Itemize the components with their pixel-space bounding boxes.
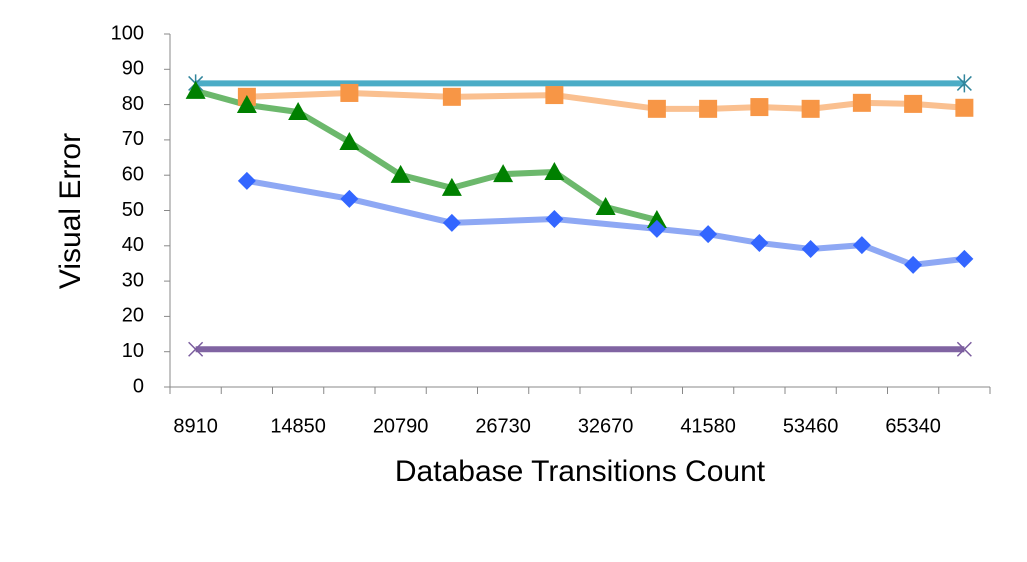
marker [956, 341, 972, 357]
y-tick-label: 30 [122, 269, 144, 291]
series-line [246, 177, 965, 268]
y-tick-label: 100 [111, 22, 144, 44]
marker [188, 341, 204, 357]
marker [544, 162, 565, 181]
marker [852, 236, 871, 255]
marker [442, 213, 461, 232]
marker [340, 83, 359, 102]
marker [288, 102, 309, 121]
marker [904, 94, 923, 113]
marker [750, 233, 769, 252]
x-tick-label: 65340 [885, 415, 941, 437]
y-tick-label: 40 [122, 234, 144, 256]
marker [955, 98, 974, 117]
y-tick-label: 50 [122, 199, 144, 221]
marker [904, 255, 923, 274]
x-axis-title: Database Transitions Count [395, 455, 766, 488]
marker [699, 99, 718, 118]
x-tick-label: 41580 [680, 415, 736, 437]
x-tick-label: 14850 [270, 415, 326, 437]
marker [801, 99, 820, 118]
marker [339, 132, 360, 151]
marker [442, 87, 461, 106]
marker [647, 219, 666, 238]
x-tick-label: 53460 [783, 415, 839, 437]
y-tick-label: 60 [122, 163, 144, 185]
marker [545, 209, 564, 228]
marker [801, 239, 820, 258]
x-tick-label: 20790 [373, 415, 429, 437]
marker [390, 164, 411, 183]
marker [545, 86, 564, 105]
x-tick-label: 8910 [173, 415, 218, 437]
y-axis-title: Visual Error [54, 133, 87, 289]
y-tick-label: 80 [122, 93, 144, 115]
marker [185, 80, 206, 99]
x-tick-label: 32670 [578, 415, 634, 437]
marker [646, 210, 667, 229]
marker [441, 177, 462, 196]
y-tick-label: 10 [122, 340, 144, 362]
marker [699, 225, 718, 244]
y-tick-label: 90 [122, 58, 144, 80]
y-tick-label: 0 [133, 375, 144, 397]
x-tick-label: 26730 [475, 415, 531, 437]
marker [595, 196, 616, 215]
marker [852, 93, 871, 112]
y-tick-label: 70 [122, 128, 144, 150]
marker [647, 99, 666, 118]
y-tick-label: 20 [122, 305, 144, 327]
marker [956, 74, 972, 93]
marker [955, 249, 974, 268]
marker [237, 171, 256, 190]
marker [340, 189, 359, 208]
marker [236, 94, 257, 113]
series-line [194, 87, 658, 223]
marker [750, 98, 769, 117]
marker [493, 164, 514, 183]
